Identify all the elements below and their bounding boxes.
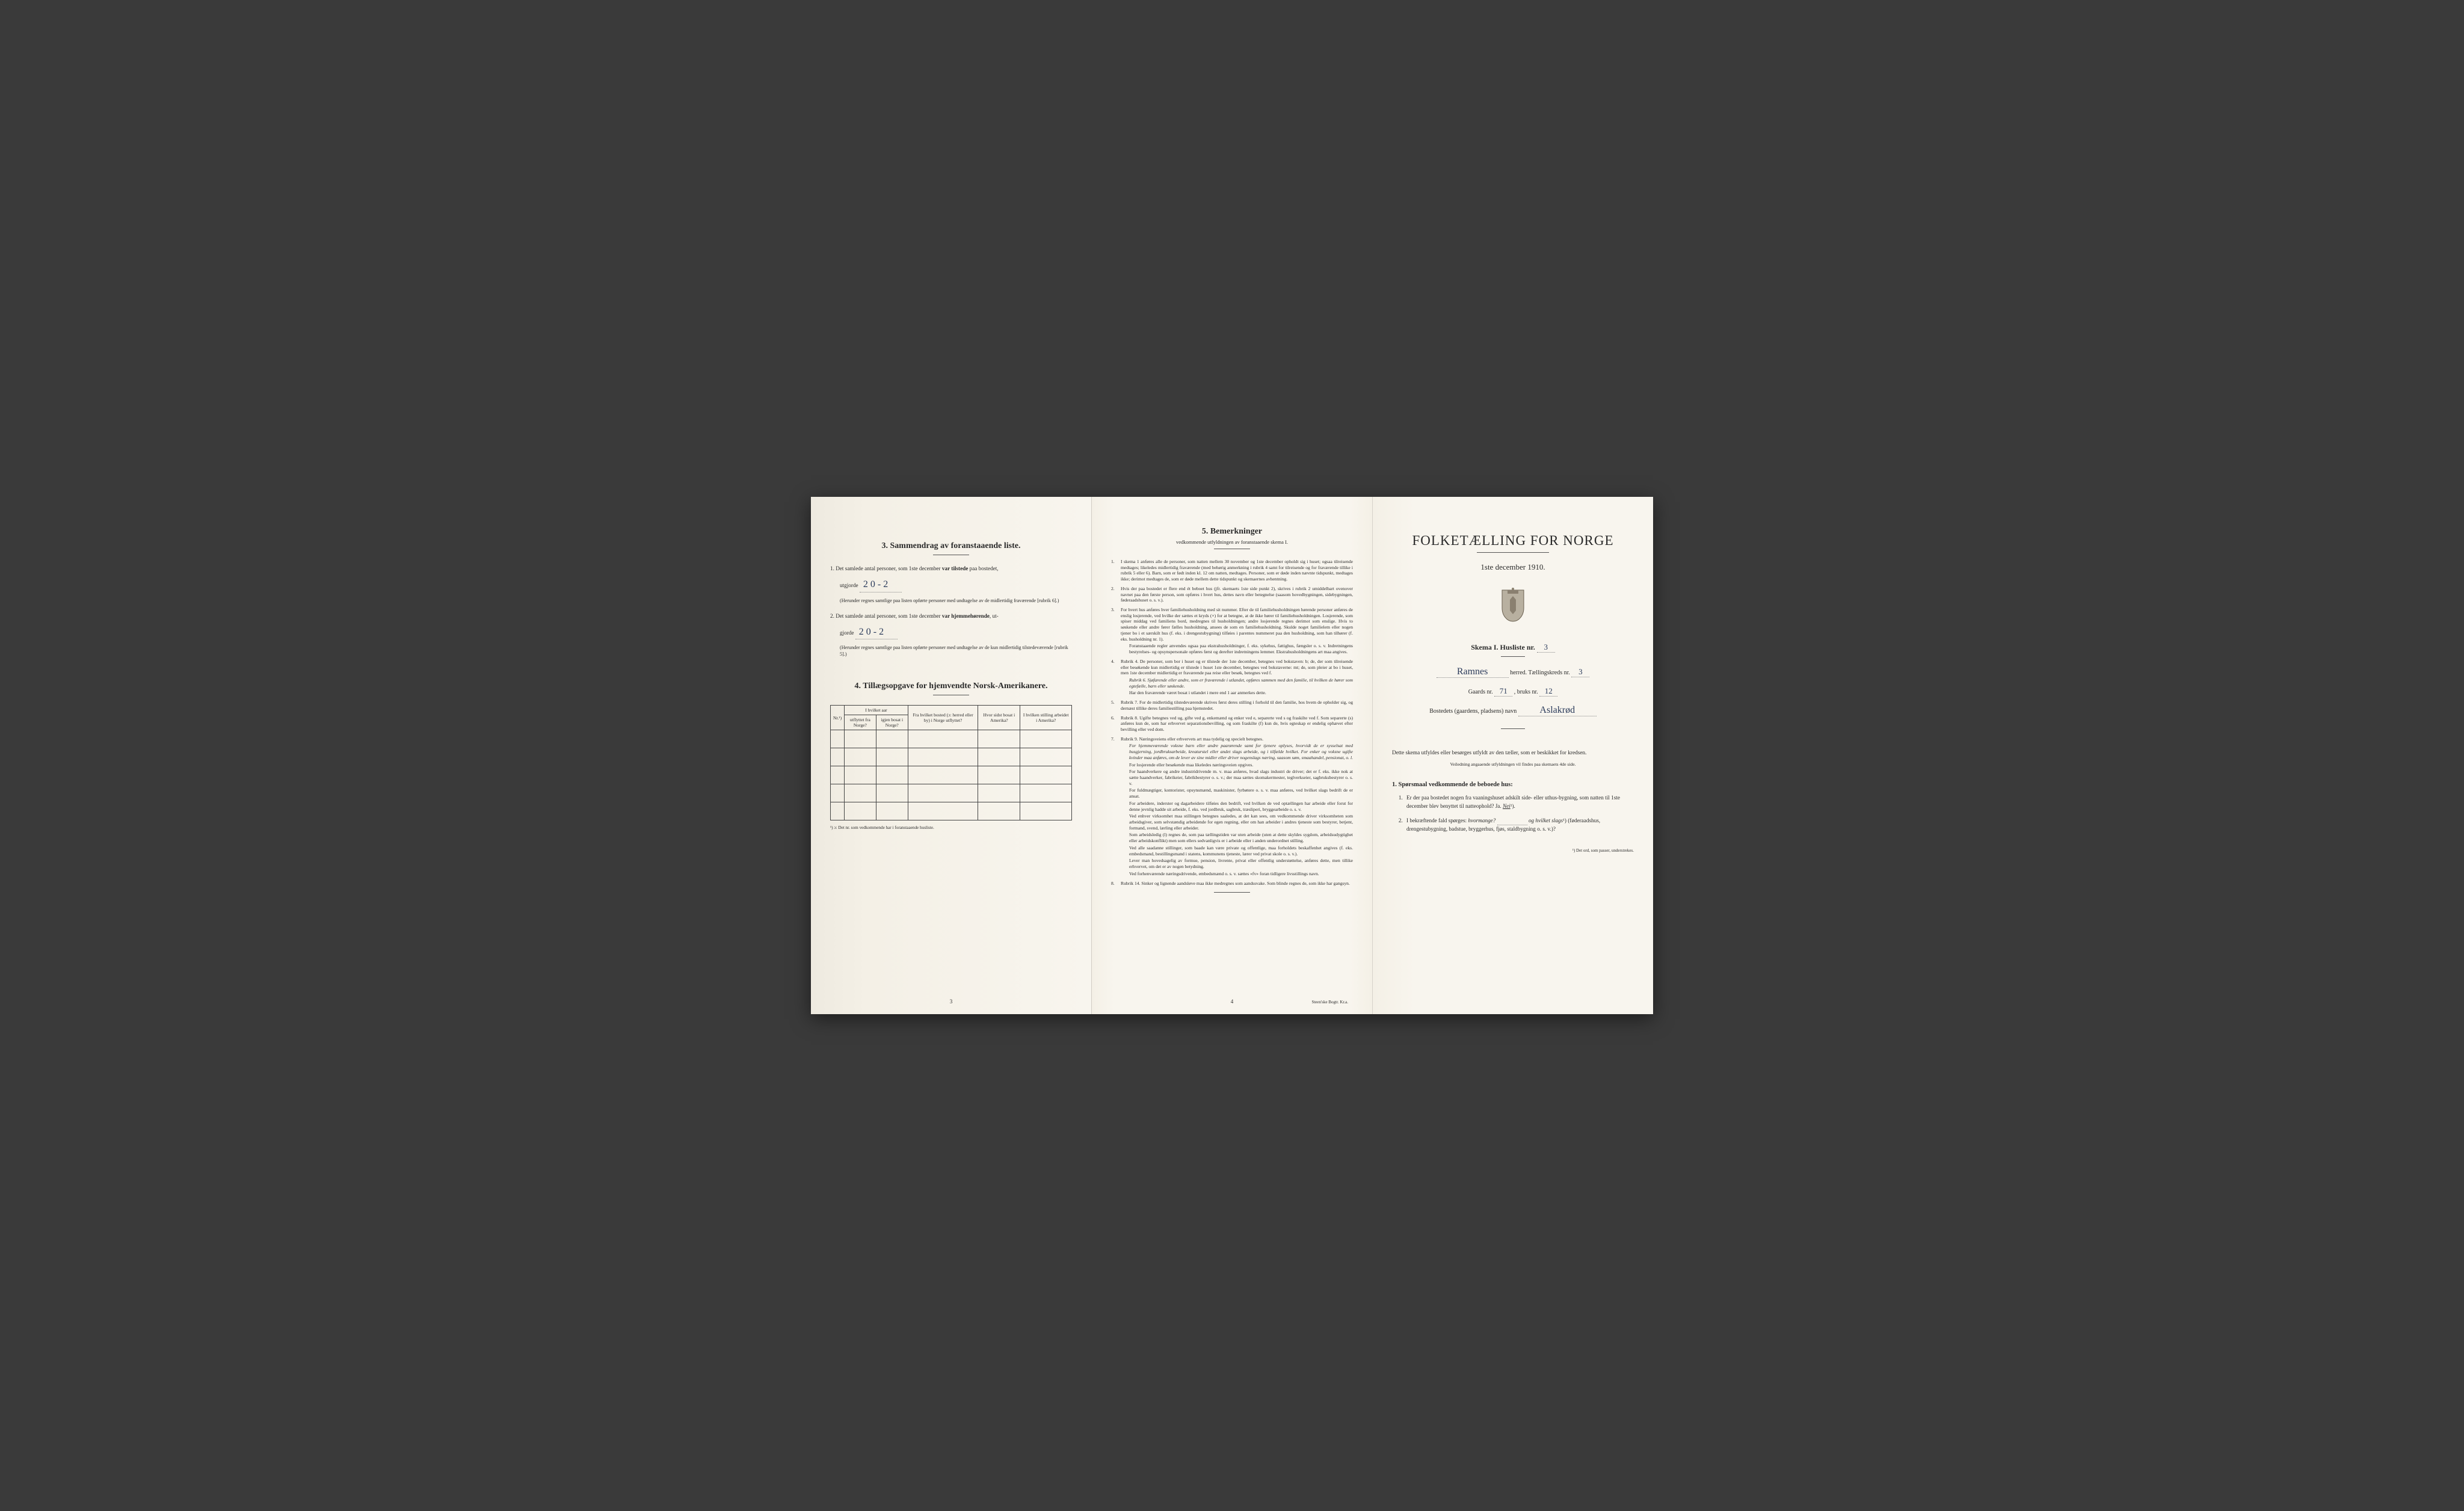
remark-2: Hvis der paa bostedet er flere end ét be… [1111,586,1353,603]
section-5-list: I skema 1 anføres alle de personer, som … [1111,559,1353,886]
page-4: 5. Bemerkninger vedkommende utfyldningen… [1092,497,1373,1014]
main-title: FOLKETÆLLING FOR NORGE [1392,533,1634,549]
remark-7: Rubrik 9. Næringsveiens eller erhvervets… [1111,736,1353,877]
table-row [831,766,1072,784]
remark-6: Rubrik 8. Ugifte betegnes ved ug, gifte … [1111,715,1353,733]
remark-4: Rubrik 4. De personer, som bor i huset o… [1111,659,1353,696]
herred-name: Ramnes [1437,666,1509,678]
section-4-footnote: ¹) ɔ: Det nr. som vedkommende har i fora… [830,825,1072,830]
th-igjen-bosat: igjen bosat i Norge? [876,715,908,730]
page-number-4: 4 [1231,999,1234,1005]
divider [1477,552,1549,553]
page-number-3: 3 [950,999,953,1005]
document-spread: 3. Sammendrag av foranstaaende liste. 1.… [811,497,1653,1014]
table-row [831,802,1072,820]
section-5-subtitle: vedkommende utfyldningen av foranstaaend… [1111,539,1353,545]
question-list: Er der paa bostedet nogen fra vaaningshu… [1392,794,1634,834]
title-page: FOLKETÆLLING FOR NORGE 1ste december 191… [1373,497,1653,1014]
th-hvor-sidst: Hvor sidst bosat i Amerika? [978,706,1020,730]
th-nr: Nr.¹) [831,706,845,730]
table-row [831,784,1072,802]
table-row [831,748,1072,766]
th-stilling: I hvilken stilling arbeidet i Amerika? [1020,706,1072,730]
coat-of-arms-icon [1392,588,1634,627]
gaards-line: Gaards nr. 71 , bruks nr. 12 [1392,686,1634,697]
divider [1501,728,1525,729]
section-4-tbody [831,730,1072,820]
handwritten-value-2: 2 0 - 2 [855,625,898,639]
page-3: 3. Sammendrag av foranstaaende liste. 1.… [811,497,1092,1014]
section-3-item-2: 2. Det samlede antal personer, som 1ste … [830,612,1072,620]
printer-mark: Steen'ske Bogtr. Kr.a. [1311,1000,1348,1005]
census-date: 1ste december 1910. [1392,562,1634,572]
blank-field [1497,817,1527,826]
section-3-item-2-value-line: gjorde 2 0 - 2 [830,625,1072,639]
husliste-nr: 3 [1537,642,1555,653]
remark-5: Rubrik 7. For de midlertidig tilstedevær… [1111,700,1353,711]
q1-answer: Nei [1503,803,1511,809]
section-3-item-1-value-line: utgjorde 2 0 - 2 [830,577,1072,592]
remark-1: I skema 1 anføres alle de personer, som … [1111,559,1353,582]
skema-line: Skema I. Husliste nr. 3 [1392,642,1634,653]
section-3-item-2-note: (Herunder regnes samtlige paa listen opf… [830,644,1072,657]
gaards-nr: 71 [1494,686,1512,697]
section-3-item-1-note: (Herunder regnes samtlige paa listen opf… [830,597,1072,604]
divider [1214,892,1250,893]
remark-8: Rubrik 14. Sinker og lignende aandsløve … [1111,881,1353,887]
section-4-table: Nr.¹) I hvilket aar Fra hvilket bosted (… [830,705,1072,820]
handwritten-value-1: 2 0 - 2 [860,577,902,592]
kreds-nr: 3 [1571,667,1589,677]
section-3-title: 3. Sammendrag av foranstaaende liste. [830,541,1072,551]
question-2: I bekræftende fald spørges: hvormange? o… [1404,817,1634,834]
herred-line: Ramnes herred. Tællingskreds nr. 3 [1392,666,1634,678]
section-3-item-1: 1. Det samlede antal personer, som 1ste … [830,565,1072,573]
bosted-line: Bostedets (gaardens, pladsens) navn Asla… [1392,705,1634,716]
section-5-title: 5. Bemerkninger [1111,527,1353,537]
bruks-nr: 12 [1539,686,1557,697]
bosted-name: Aslakrød [1518,705,1597,716]
th-aar-group: I hvilket aar [845,706,908,715]
question-1: Er der paa bostedet nogen fra vaaningshu… [1404,794,1634,811]
th-fra-bosted: Fra hvilket bosted (ɔ: herred eller by) … [908,706,978,730]
question-heading: 1. Spørsmaal vedkommende de beboede hus: [1392,781,1634,788]
title-page-footnote: ¹) Det ord, som passer, understrekes. [1392,848,1634,853]
table-row [831,730,1072,748]
section-4-title: 4. Tillægsopgave for hjemvendte Norsk-Am… [830,682,1072,691]
filling-instruction: Dette skema utfyldes eller besørges utfy… [1392,749,1634,758]
divider [1501,656,1525,657]
filling-instruction-small: Veiledning angaaende utfyldningen vil fi… [1392,762,1634,767]
th-utflyttet: utflyttet fra Norge? [845,715,876,730]
remark-3: For hvert hus anføres hver familiehushol… [1111,607,1353,655]
